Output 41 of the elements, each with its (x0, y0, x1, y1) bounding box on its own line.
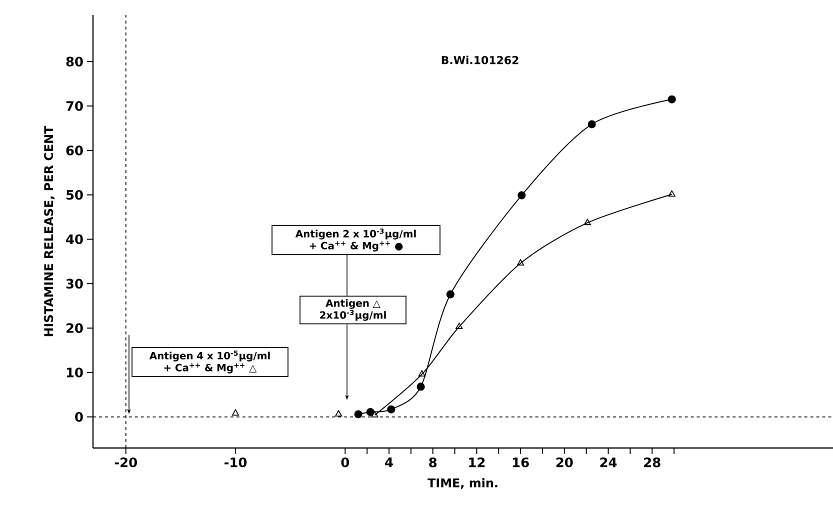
x-tick-label: 8 (429, 458, 437, 468)
point (418, 370, 426, 377)
point (446, 290, 454, 298)
point (588, 120, 596, 128)
point (335, 410, 342, 416)
point (232, 409, 240, 416)
text: Antigen 4 x 10$^{-5}$µg/ml + Ca$^{++}$ & Mg$^{++}$ △ (149, 350, 270, 374)
point (416, 382, 425, 391)
x-tick-label: 4 (385, 458, 393, 467)
point (387, 405, 396, 414)
y-tick-label: 30 (66, 278, 83, 289)
x-tick-label: 20 (556, 458, 573, 468)
point (517, 259, 524, 266)
y-axis-title: HISTAMINE RELEASE, PER CENT (44, 126, 55, 336)
y-tick-label: 40 (66, 234, 83, 244)
x-tick-label: 0 (341, 458, 350, 468)
x-tick-label: 24 (600, 458, 617, 468)
x-tick-label: 12 (469, 458, 485, 468)
y-tick-label: 60 (66, 146, 83, 156)
point (354, 410, 362, 418)
point (366, 408, 374, 416)
y-tick-label: 50 (66, 190, 83, 200)
y-tick-label: 70 (66, 101, 83, 111)
x-tick-label: 28 (644, 458, 660, 468)
point (668, 95, 676, 104)
point (518, 191, 526, 200)
x-axis-title: TIME, min. (428, 478, 498, 489)
x-tick-label: -10 (224, 458, 247, 468)
y-tick-label: 20 (66, 323, 83, 333)
text: Antigen 2 x 10$^{-3}$µg/ml + Ca$^{++}$ & Mg$^{++}$ ● (295, 228, 416, 252)
y-tick-label: 0 (75, 412, 83, 422)
x-tick-label: 16 (513, 458, 529, 468)
x-tick-label: -20 (114, 458, 137, 468)
point (456, 322, 463, 329)
y-tick-label: 80 (66, 56, 83, 67)
y-tick-label: 10 (66, 368, 83, 378)
annotation: B.Wi.101262 (442, 56, 518, 64)
point (584, 218, 591, 226)
point (668, 190, 676, 197)
annotation: Antigen △ 2x10$^{-3}$µg/ml (320, 299, 386, 321)
point (371, 411, 378, 418)
